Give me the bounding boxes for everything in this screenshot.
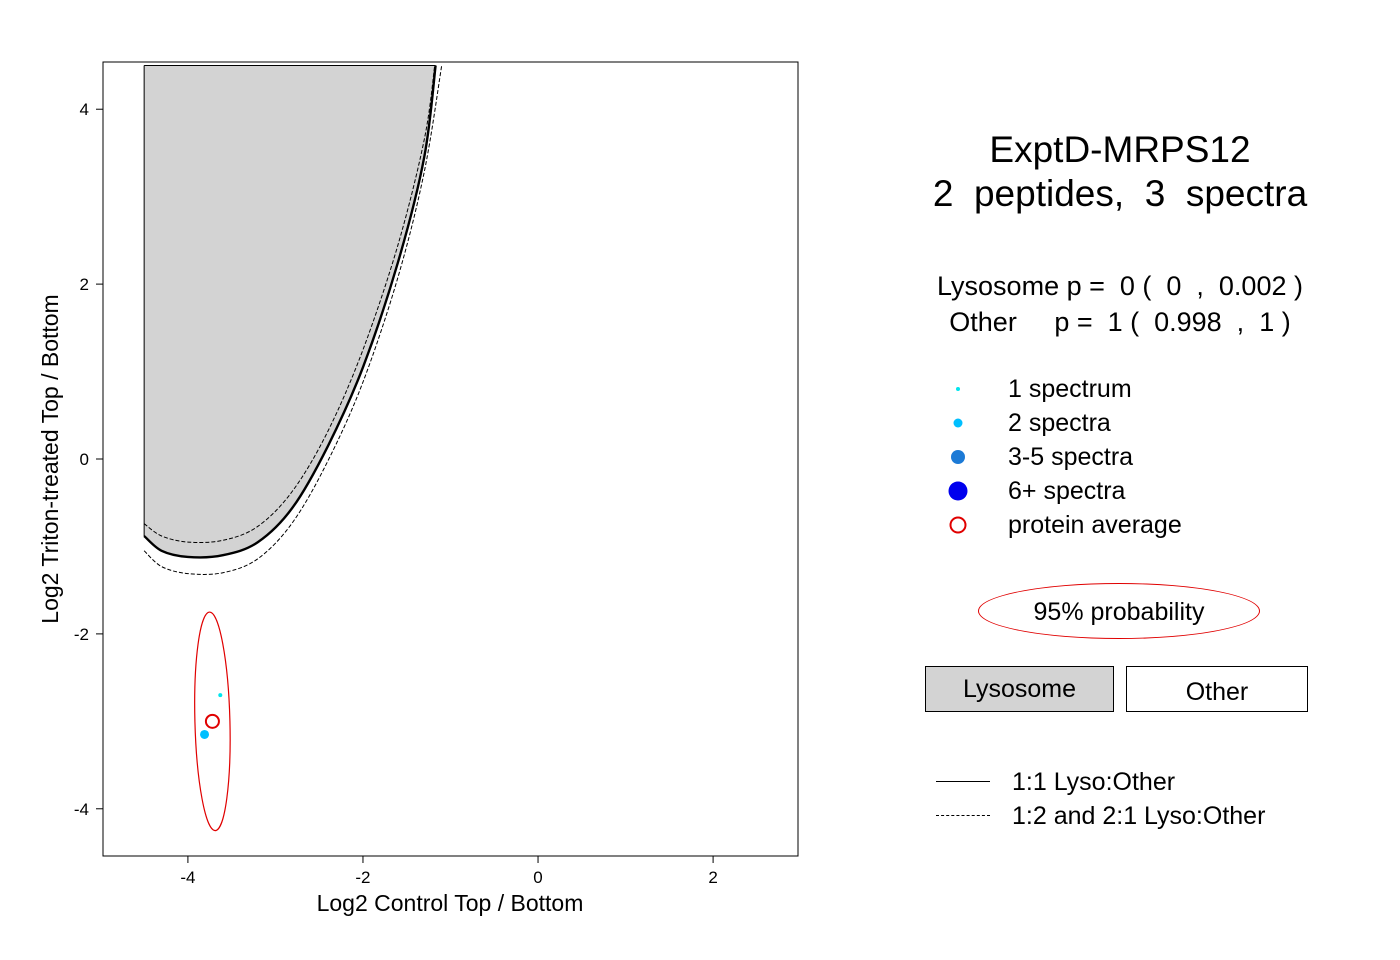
y-tick-label: 0 xyxy=(80,450,89,469)
solid-line-sample xyxy=(936,781,990,782)
legend-label: 2 spectra xyxy=(1008,409,1111,437)
probability-legend-ellipse: 95% probability xyxy=(978,583,1260,639)
legend-marker-3-5-spectra xyxy=(920,440,996,474)
legend-label: 1:1 Lyso:Other xyxy=(1012,768,1176,796)
spectrum-point xyxy=(218,693,223,698)
y-tick-label: 4 xyxy=(80,100,89,119)
legend-label: protein average xyxy=(1008,511,1182,539)
boundary-curves-layer xyxy=(143,65,443,575)
probability-ellipse xyxy=(194,611,231,832)
lysosome-pvalue: Lysosome p = 0 ( 0 , 0.002 ) xyxy=(937,271,1303,301)
dashed-line-sample xyxy=(936,815,990,816)
legend-panel: ExptD-MRPS12 2 peptides, 3 spectra Lysos… xyxy=(860,0,1380,960)
y-tick-label: -2 xyxy=(74,625,89,644)
x-tick-label: -4 xyxy=(180,868,195,887)
y-tick-label: 2 xyxy=(80,275,89,294)
boundary-curve-1-2 xyxy=(143,65,436,544)
legend-label: 3-5 spectra xyxy=(1008,443,1134,471)
legend-marker-protein-average xyxy=(920,508,996,542)
legend-marker-6-plus-spectra xyxy=(920,474,996,508)
y-axis: -4 -2 0 2 4 xyxy=(74,100,103,819)
probability-values: Lysosome p = 0 ( 0 , 0.002 ) Other p = 1… xyxy=(860,268,1380,340)
x-axis-title: Log2 Control Top / Bottom xyxy=(317,890,584,916)
spectrum-point xyxy=(200,729,210,739)
y-axis-title: Log2 Triton-treated Top / Bottom xyxy=(37,294,63,623)
lysosome-region xyxy=(144,65,436,558)
x-axis: -4 -2 0 2 xyxy=(180,856,718,887)
chart-title: ExptD-MRPS12 2 peptides, 3 spectra xyxy=(860,128,1380,216)
legend-label: 1 spectrum xyxy=(1008,375,1132,403)
legend-label: 6+ spectra xyxy=(1008,477,1126,505)
other-region-legend: Other xyxy=(1126,666,1308,712)
title-counts: 2 peptides, 3 spectra xyxy=(932,173,1308,214)
legend-label: 1:2 and 2:1 Lyso:Other xyxy=(1012,802,1266,830)
boundary-curve-1-1 xyxy=(143,65,437,559)
protein-average-point xyxy=(204,713,220,729)
probability-ellipse-layer xyxy=(194,611,231,832)
y-tick-label: -4 xyxy=(74,800,89,819)
x-tick-label: 2 xyxy=(708,868,717,887)
lysosome-region-layer xyxy=(143,64,436,558)
other-pvalue: Other p = 1 ( 0.998 , 1 ) xyxy=(949,307,1291,337)
title-protein: ExptD-MRPS12 xyxy=(989,129,1251,170)
legend-marker-1-spectrum xyxy=(920,372,996,406)
data-points-layer xyxy=(200,693,223,739)
legend-marker-2-spectra xyxy=(920,406,996,440)
boundary-curve-2-1 xyxy=(143,65,443,575)
lysosome-region-legend: Lysosome xyxy=(925,666,1114,712)
x-tick-label: -2 xyxy=(355,868,370,887)
x-tick-label: 0 xyxy=(533,868,542,887)
